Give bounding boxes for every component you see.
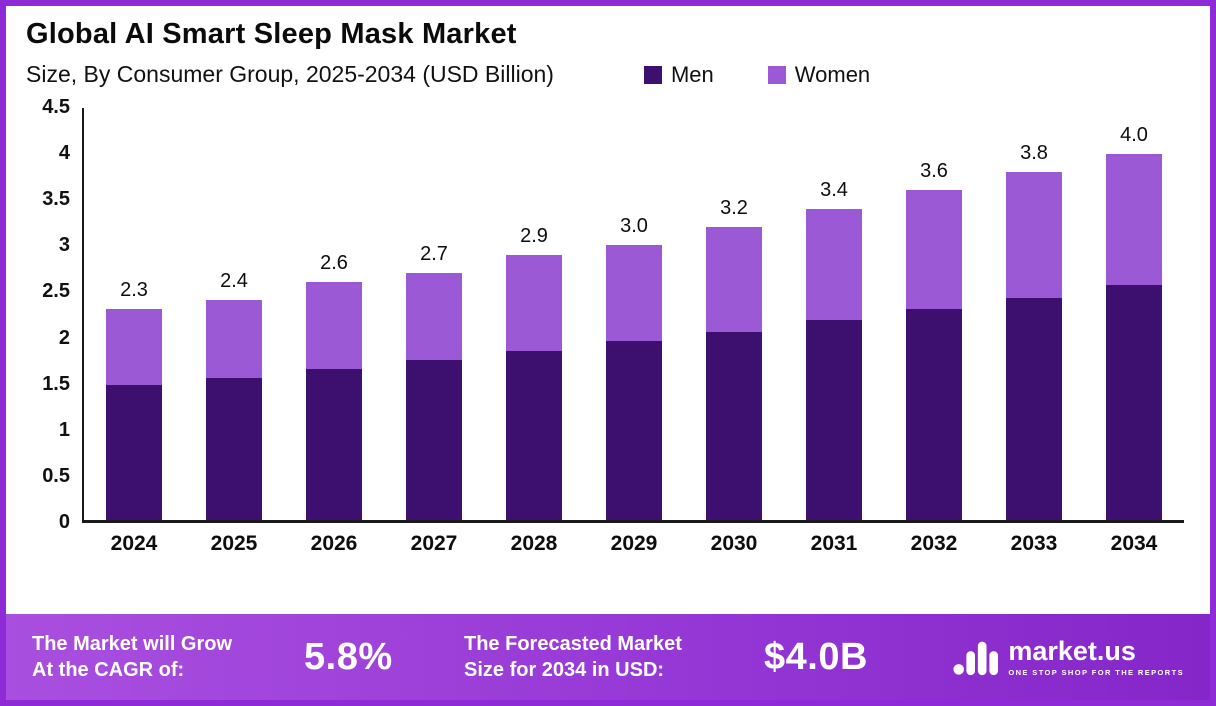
bar-segment-men-2029 [606,341,662,520]
bar-2033: 3.8 [984,108,1084,520]
x-axis: 2024 2025 2026 2027 2028 2029 2030 2031 2032 2033… [84,532,1184,556]
bar-segment-men-2031 [806,320,862,520]
bar-segment-men-2030 [706,332,762,520]
bar-segment-women-2030 [706,227,762,333]
x-label-2029: 2029 [610,532,658,555]
bar-total-label-2027: 2.7 [420,242,448,265]
bar-segment-men-2033 [1006,297,1062,520]
bar-total-label-2030: 3.2 [720,197,748,220]
bar-total-label-2029: 3.0 [620,215,648,238]
bar-total-label-2028: 2.9 [520,224,548,247]
bar-segment-men-2032 [906,309,962,520]
bar-segment-men-2027 [406,359,462,520]
bar-total-label-2031: 3.4 [820,178,848,201]
y-tick-1: 1 [58,418,70,441]
bar-segment-women-2024 [106,309,162,386]
bar-segment-women-2025 [206,300,262,379]
chart-section: 4.5 4 3.5 3 2.5 2 1.5 1 0.5 0 2.3 2.4 2.6 2.7 2.9 3.0 3… [6,92,1210,614]
x-label-2030: 2030 [710,532,758,555]
x-label-2031: 2031 [810,532,858,555]
bar-segment-men-2028 [506,350,562,520]
y-tick-0: 0 [58,511,70,533]
bar-2028: 2.9 [484,108,584,520]
bar-segment-women-2026 [306,281,362,369]
x-label-2028: 2028 [510,532,558,555]
legend-swatch-men [643,65,662,84]
bar-2024: 2.3 [84,108,184,520]
bar-total-label-2026: 2.6 [320,251,348,274]
bar-2031: 3.4 [784,108,884,520]
page-subtitle: Size, By Consumer Group, 2025-2034 (USD … [26,61,554,87]
bar-segment-men-2034 [1106,284,1162,520]
bar-2032: 3.6 [884,108,984,520]
bar-total-label-2034: 4.0 [1120,123,1148,146]
bar-segment-women-2027 [406,272,462,360]
bar-segment-women-2031 [806,208,862,321]
plot-area: 2.3 2.4 2.6 2.7 2.9 3.0 3.2 3.4 3.6 3.8 4.0 [82,108,1184,523]
x-label-2032: 2032 [910,532,958,555]
bar-total-label-2033: 3.8 [1020,142,1048,165]
bar-segment-women-2032 [906,190,962,310]
y-tick-1.5: 1.5 [42,372,70,395]
y-tick-2.5: 2.5 [42,280,70,303]
bar-total-label-2032: 3.6 [920,160,948,183]
bar-segment-women-2029 [606,245,662,342]
bar-2030: 3.2 [684,108,784,520]
bar-2029: 3.0 [584,108,684,520]
legend-label-men: Men [670,61,714,87]
x-label-2025: 2025 [210,532,258,555]
bar-segment-women-2034 [1106,153,1162,285]
legend-item-women: Women [767,61,871,88]
cagr-label: The Market will Grow At the CAGR of: [32,633,233,681]
page-title: Global AI Smart Sleep Mask Market [26,18,517,50]
x-label-2033: 2033 [1010,532,1058,555]
y-tick-2: 2 [58,326,70,349]
x-label-2027: 2027 [410,532,458,555]
bar-segment-men-2024 [106,385,162,520]
legend-swatch-women [767,65,786,84]
bar-segment-men-2026 [306,368,362,520]
y-tick-4: 4 [58,142,70,165]
x-label-2024: 2024 [110,532,158,555]
y-tick-3.5: 3.5 [42,188,70,211]
y-axis: 4.5 4 3.5 3 2.5 2 1.5 1 0.5 0 [22,96,82,533]
forecast-value: $4.0B [764,635,868,678]
y-tick-0.5: 0.5 [42,464,70,487]
x-label-2034: 2034 [1110,532,1158,555]
x-label-2026: 2026 [310,532,358,555]
bar-2027: 2.7 [384,108,484,520]
legend-label-women: Women [794,61,871,87]
bar-total-label-2025: 2.4 [220,270,248,293]
marketus-logo-icon [952,632,999,683]
legend: Men Women [643,61,871,88]
y-tick-3: 3 [58,234,70,257]
marketus-logo: market.us ONE STOP SHOP FOR THE REPORTS [952,632,1184,683]
footer-banner: The Market will Grow At the CAGR of: 5.8… [6,614,1210,700]
cagr-value: 5.8% [304,635,393,678]
bar-2026: 2.6 [284,108,384,520]
y-tick-4.5: 4.5 [42,96,70,118]
bar-2034: 4.0 [1084,108,1184,520]
marketus-logo-text: market.us [1008,635,1136,666]
marketus-logo-tagline: ONE STOP SHOP FOR THE REPORTS [1008,667,1184,677]
bar-2025: 2.4 [184,108,284,520]
bar-segment-women-2028 [506,254,562,351]
chart-header: Global AI Smart Sleep Mask Market Size, … [6,6,1210,92]
bar-total-label-2024: 2.3 [120,279,148,302]
legend-item-men: Men [643,61,714,88]
bar-segment-women-2033 [1006,172,1062,298]
forecast-label: The Forecasted Market Size for 2034 in U… [464,633,682,681]
bar-segment-men-2025 [206,378,262,520]
